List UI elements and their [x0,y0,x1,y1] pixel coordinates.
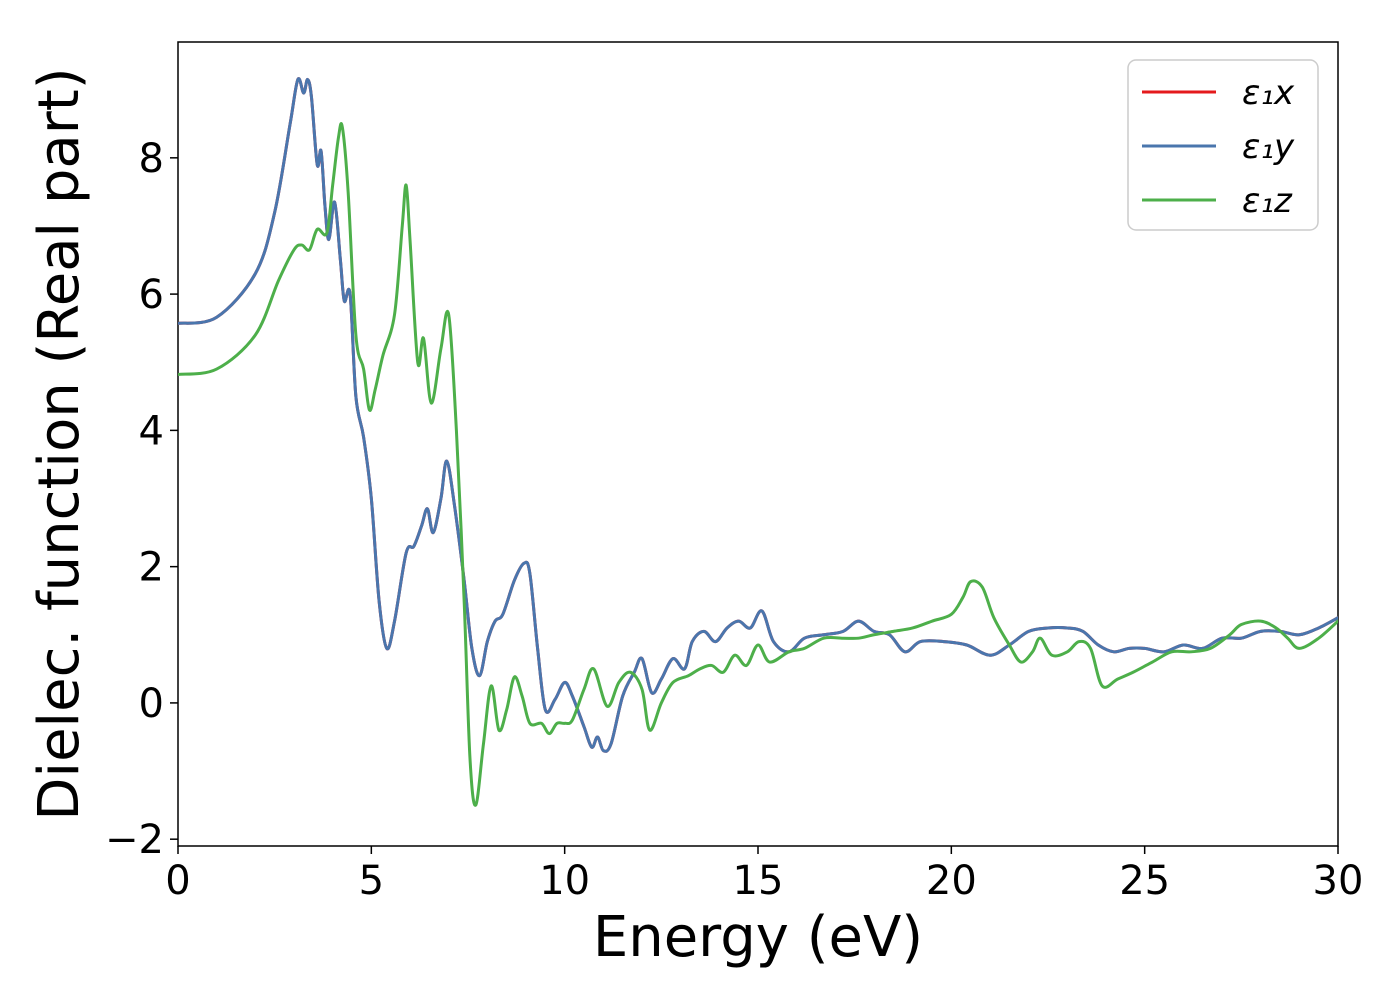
series-layer [178,77,1338,807]
y-tick-label: −2 [105,817,164,863]
y-axis-label: Dielec. function (Real part) [27,67,92,820]
x-axis-label: Energy (eV) [593,905,923,970]
series-line-epsilon1-z [178,122,1338,807]
y-tick-label: 8 [139,136,164,182]
x-axis: 0 5 10 15 20 25 30 [165,846,1363,904]
legend-label-epsilon1-x: ε₁x [1242,73,1295,113]
legend: ε₁x ε₁y ε₁z [1127,59,1319,231]
y-axis: −2 0 2 4 6 8 [105,136,178,863]
y-tick-label: 4 [139,408,164,454]
x-tick-label: 10 [539,858,590,904]
x-tick-label: 20 [926,858,977,904]
x-tick-label: 15 [733,858,784,904]
x-tick-label: 0 [165,858,190,904]
legend-label-epsilon1-y: ε₁y [1242,127,1295,167]
x-tick-label: 5 [359,858,384,904]
y-tick-label: 6 [139,272,164,318]
y-tick-label: 0 [139,681,164,727]
series-line-epsilon1-y [178,77,1338,753]
x-tick-label: 30 [1313,858,1364,904]
y-tick-label: 2 [139,545,164,591]
legend-label-epsilon1-z: ε₁z [1242,181,1293,221]
legend-box [1127,59,1319,231]
x-tick-label: 25 [1119,858,1170,904]
